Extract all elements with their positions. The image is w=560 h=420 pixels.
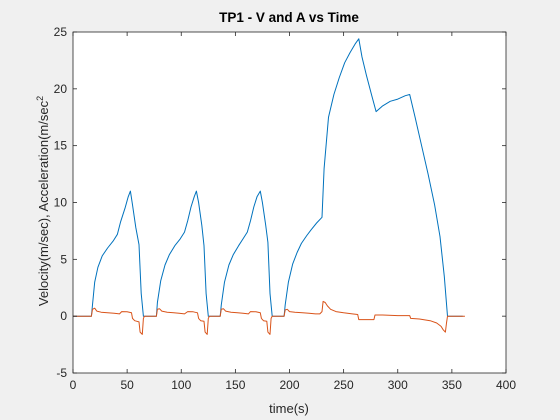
y-tick-label: -5 xyxy=(56,366,67,380)
series-line-1 xyxy=(73,38,463,317)
x-tick-label: 200 xyxy=(279,378,299,392)
y-tick-label: 0 xyxy=(60,309,67,323)
x-tick-label: 100 xyxy=(171,378,191,392)
x-tick-label: 300 xyxy=(388,378,408,392)
y-tick-label: 25 xyxy=(54,25,68,39)
x-tick-label: 150 xyxy=(225,378,245,392)
x-tick-label: 50 xyxy=(120,378,134,392)
y-axis-label: Velocity(m/sec), Acceleration(m/sec2 xyxy=(35,96,51,306)
chart-title: TP1 - V and A vs Time xyxy=(219,10,359,25)
series-layer xyxy=(73,38,465,335)
series-line-2 xyxy=(73,300,465,335)
x-tick-label: 250 xyxy=(334,378,354,392)
x-tick-label: 400 xyxy=(496,378,516,392)
y-tick-label: 10 xyxy=(54,196,68,210)
y-axis-label-main: Velocity(m/sec), Acceleration(m/sec xyxy=(36,100,51,306)
y-axis-label-superscript: 2 xyxy=(35,96,45,101)
y-tick-label: 20 xyxy=(54,82,68,96)
y-tick-label: 15 xyxy=(54,139,68,153)
x-tick-label: 0 xyxy=(70,378,77,392)
x-tick-label: 350 xyxy=(442,378,462,392)
y-tick-label: 5 xyxy=(60,252,67,266)
x-axis-label: time(s) xyxy=(269,401,309,416)
